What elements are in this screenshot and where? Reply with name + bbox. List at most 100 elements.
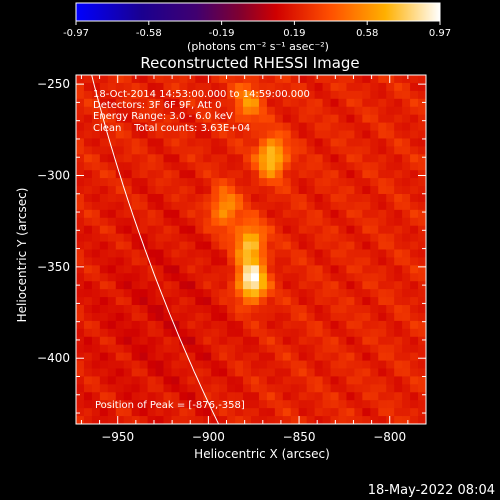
heatmap-pixel: [131, 289, 141, 298]
heatmap-pixel: [322, 384, 332, 393]
heatmap-pixel: [131, 114, 141, 124]
heatmap-pixel: [298, 328, 308, 338]
heatmap-pixel: [314, 336, 324, 346]
heatmap-pixel: [123, 114, 133, 124]
heatmap-pixel: [115, 233, 125, 243]
heatmap-pixel: [306, 249, 316, 259]
heatmap-pixel: [394, 265, 403, 274]
heatmap-pixel: [91, 75, 101, 84]
heatmap-pixel: [282, 138, 292, 147]
heatmap-pixel: [370, 186, 379, 195]
heatmap-pixel: [386, 336, 395, 346]
heatmap-pixel: [163, 241, 173, 251]
heatmap-pixel: [179, 122, 188, 132]
heatmap-pixel: [83, 265, 93, 274]
heatmap-pixel: [274, 82, 284, 92]
heatmap-pixel: [394, 178, 403, 187]
heatmap-pixel: [115, 384, 125, 393]
heatmap-pixel: [394, 162, 403, 171]
heatmap-pixel: [91, 122, 101, 132]
heatmap-pixel: [314, 320, 324, 330]
heatmap-pixel: [306, 289, 316, 298]
heatmap-pixel: [195, 106, 204, 116]
heatmap-pixel: [147, 217, 157, 227]
heatmap-pixel: [306, 320, 316, 330]
heatmap-pixel: [76, 312, 85, 322]
heatmap-pixel: [203, 305, 212, 314]
y-tick-label: −350: [37, 260, 70, 274]
heatmap-pixel: [346, 305, 355, 314]
heatmap-pixel: [155, 201, 165, 211]
heatmap-pixel: [410, 186, 419, 195]
heatmap-pixel: [322, 98, 332, 108]
heatmap-pixel: [243, 312, 252, 322]
heatmap-pixel: [370, 162, 379, 171]
heatmap-pixel: [139, 209, 149, 219]
colorbar-tick-label: -0.58: [136, 28, 162, 39]
heatmap-pixel: [195, 98, 204, 108]
heatmap-pixel: [235, 138, 244, 147]
heatmap-pixel: [394, 289, 403, 298]
heatmap-pixel: [83, 201, 93, 211]
heatmap-pixel: [251, 400, 260, 409]
heatmap-pixel: [195, 75, 204, 84]
heatmap-pixel: [171, 328, 180, 338]
heatmap-pixel: [282, 146, 292, 155]
heatmap-pixel: [282, 344, 292, 354]
heatmap-pixel: [402, 130, 411, 140]
heatmap-pixel: [418, 328, 426, 338]
heatmap-pixel: [243, 130, 252, 140]
heatmap-pixel: [91, 170, 101, 179]
heatmap-pixel: [306, 98, 316, 108]
heatmap-pixel: [274, 305, 284, 314]
heatmap-pixel: [274, 320, 284, 330]
heatmap-pixel: [139, 376, 149, 385]
heatmap-pixel: [410, 368, 419, 378]
heatmap-pixel: [91, 257, 101, 266]
heatmap-pixel: [83, 408, 93, 417]
heatmap-pixel: [155, 162, 165, 171]
heatmap-pixel: [258, 400, 268, 409]
heatmap-pixel: [410, 416, 419, 424]
heatmap-pixel: [211, 241, 220, 251]
heatmap-pixel: [346, 82, 355, 92]
heatmap-pixel: [370, 138, 379, 147]
heatmap-pixel: [258, 305, 268, 314]
heatmap-pixel: [219, 154, 228, 163]
annotations: 18-Oct-2014 14:53:00.000 to 14:59:00.000…: [93, 89, 310, 411]
heatmap-pixel: [251, 336, 260, 346]
heatmap-pixel: [354, 186, 363, 195]
heatmap-pixel: [266, 178, 276, 187]
heatmap-pixel: [123, 312, 133, 322]
heatmap-pixel: [410, 265, 419, 274]
heatmap-pixel: [211, 201, 220, 211]
heatmap-pixel: [107, 106, 117, 116]
heatmap-pixel: [266, 376, 276, 385]
heatmap-pixel: [91, 360, 101, 370]
heatmap-pixel: [298, 320, 308, 330]
heatmap-pixel: [171, 209, 180, 219]
x-tick-label: −950: [101, 430, 134, 444]
heatmap-pixel: [91, 138, 101, 147]
heatmap-pixel: [243, 249, 252, 259]
heatmap-pixel: [76, 130, 85, 140]
heatmap-pixel: [378, 249, 387, 259]
heatmap-pixel: [370, 122, 379, 132]
heatmap-pixel: [306, 368, 316, 378]
heatmap-pixel: [314, 312, 324, 322]
heatmap-pixel: [83, 154, 93, 163]
heatmap-pixel: [147, 225, 157, 235]
heatmap-pixel: [370, 82, 379, 92]
heatmap-pixel: [227, 360, 236, 370]
heatmap-pixel: [107, 360, 117, 370]
heatmap-pixel: [282, 106, 292, 116]
heatmap-pixel: [76, 75, 85, 84]
heatmap-pixel: [83, 336, 93, 346]
heatmap-pixel: [131, 265, 141, 274]
heatmap-pixel: [258, 392, 268, 401]
heatmap-pixel: [290, 320, 300, 330]
heatmap-pixel: [410, 352, 419, 362]
heatmap-pixel: [107, 90, 117, 100]
heatmap-pixel: [394, 249, 403, 259]
heatmap-pixel: [147, 289, 157, 298]
